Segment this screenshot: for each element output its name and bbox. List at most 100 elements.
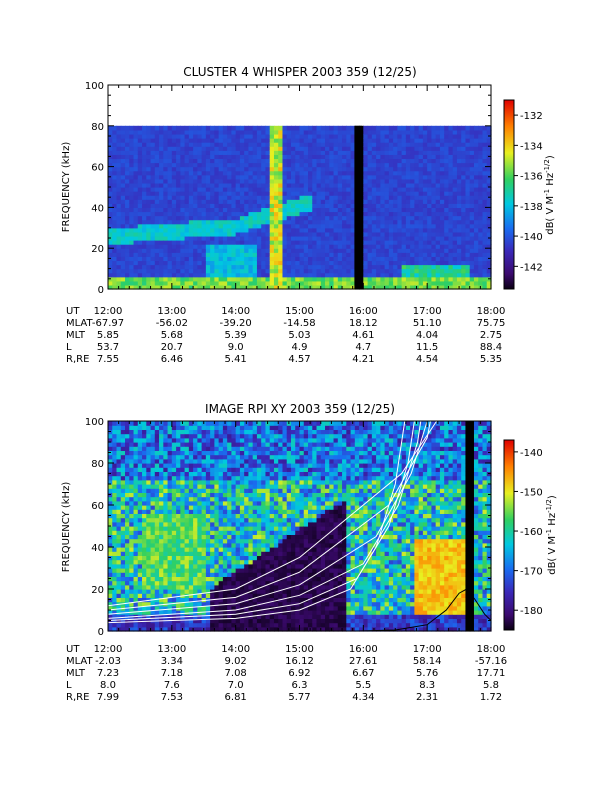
spectrogram-cell bbox=[278, 235, 284, 241]
spectrogram-cell bbox=[282, 252, 288, 257]
spectrogram-cell bbox=[252, 174, 258, 180]
spectrogram-cell bbox=[308, 227, 313, 233]
spectrogram-cell bbox=[405, 256, 411, 262]
spectrogram-cell bbox=[444, 256, 450, 262]
spectrogram-cell bbox=[197, 195, 203, 200]
spectrogram-cell bbox=[235, 170, 241, 176]
spectrogram-cell bbox=[367, 195, 373, 200]
spectrogram-cell bbox=[290, 235, 296, 241]
spectrogram-cell bbox=[176, 450, 181, 456]
spectrogram-cell bbox=[278, 174, 284, 180]
spectrogram-cell bbox=[201, 526, 207, 531]
spectrogram-cell bbox=[197, 166, 203, 172]
spectrogram-cell bbox=[273, 138, 279, 143]
spectrogram-cell bbox=[167, 235, 173, 241]
spectrogram-cell bbox=[427, 187, 433, 192]
spectrogram-cell bbox=[159, 256, 164, 262]
spectrogram-cell bbox=[120, 618, 126, 624]
spectrogram-cell bbox=[346, 284, 352, 290]
spectrogram-cell bbox=[129, 576, 135, 582]
spectrogram-cell bbox=[482, 276, 488, 282]
spectrogram-cell bbox=[176, 178, 181, 184]
spectrogram-cell bbox=[205, 610, 211, 615]
spectrogram-cell bbox=[146, 572, 152, 577]
spectrogram-cell bbox=[337, 166, 343, 172]
spectrogram-cell bbox=[244, 146, 250, 151]
spectrogram-cell bbox=[410, 223, 415, 229]
spectrogram-cell bbox=[188, 521, 194, 527]
spectrogram-cell bbox=[439, 166, 445, 172]
spectrogram-cell bbox=[342, 264, 347, 270]
spectrogram-cell bbox=[410, 182, 415, 188]
spectrogram-cell bbox=[469, 199, 475, 204]
spectrogram-cell bbox=[473, 174, 479, 180]
spectrogram-cell bbox=[163, 129, 169, 135]
spectrogram-cell bbox=[154, 138, 160, 143]
spectrogram-cell bbox=[205, 219, 211, 225]
spectrogram-cell bbox=[197, 593, 203, 598]
spectrogram-cell bbox=[376, 207, 381, 213]
spectrogram-cell bbox=[214, 231, 220, 237]
spectrogram-cell bbox=[422, 272, 428, 278]
spectrogram-cell bbox=[473, 187, 479, 192]
spectrogram-cell bbox=[350, 170, 356, 176]
spectrogram-cell bbox=[278, 244, 284, 249]
spectrogram-cell bbox=[235, 280, 241, 286]
spectrogram-cell bbox=[184, 264, 190, 270]
spectrogram-cell bbox=[452, 203, 458, 208]
spectrogram-cell bbox=[376, 133, 381, 139]
spectrogram-cell bbox=[129, 580, 135, 586]
spectrogram-cell bbox=[461, 191, 467, 196]
spectrogram-cell bbox=[108, 170, 113, 176]
spectrogram-cell bbox=[197, 526, 203, 531]
spectrogram-cell bbox=[159, 517, 164, 523]
spectrogram-cell bbox=[265, 280, 271, 286]
spectrogram-cell bbox=[333, 142, 339, 147]
spectrogram-cell bbox=[316, 256, 322, 262]
spectrogram-cell bbox=[342, 203, 347, 208]
spectrogram-cell bbox=[184, 223, 190, 229]
spectrogram-cell bbox=[188, 182, 194, 188]
spectrogram-cell bbox=[320, 182, 326, 188]
spectrogram-cell bbox=[290, 178, 296, 184]
spectrogram-cell bbox=[137, 187, 143, 192]
spectrogram-cell bbox=[456, 178, 462, 184]
spectrogram-cell bbox=[444, 264, 450, 270]
spectrogram-cell bbox=[380, 191, 386, 196]
spectrogram-cell bbox=[473, 223, 479, 229]
spectrogram-cell bbox=[176, 526, 181, 531]
spectrogram-cell bbox=[410, 248, 415, 253]
spectrogram-cell bbox=[108, 547, 113, 552]
spectrogram-cell bbox=[290, 256, 296, 262]
spectrogram-cell bbox=[282, 199, 288, 204]
spectrogram-cell bbox=[210, 240, 215, 245]
spectrogram-cell bbox=[193, 195, 198, 200]
spectrogram-cell bbox=[133, 450, 139, 456]
spectrogram-cell bbox=[116, 580, 122, 586]
spectrogram-cell bbox=[329, 244, 335, 249]
spectrogram-cell bbox=[448, 125, 454, 131]
spectrogram-cell bbox=[180, 268, 186, 274]
spectrogram-cell bbox=[108, 158, 113, 164]
spectrogram-cell bbox=[342, 178, 347, 184]
spectrogram-cell bbox=[414, 182, 420, 188]
spectrogram-cell bbox=[120, 199, 126, 204]
spectrogram-cell bbox=[197, 563, 203, 569]
spectrogram-cell bbox=[431, 195, 437, 200]
spectrogram-cell bbox=[108, 622, 113, 628]
spectrogram-cell bbox=[371, 268, 377, 274]
spectrogram-cell bbox=[405, 162, 411, 168]
spectrogram-cell bbox=[273, 284, 279, 290]
spectrogram-cell bbox=[422, 191, 428, 196]
spectrogram-cell bbox=[150, 622, 156, 628]
spectrogram-cell bbox=[142, 530, 147, 535]
spectrogram-cell bbox=[146, 244, 152, 249]
spectrogram-cell bbox=[129, 597, 135, 603]
spectrogram-cell bbox=[422, 178, 428, 184]
spectrogram-cell bbox=[239, 244, 245, 249]
spectrogram-cell bbox=[167, 496, 173, 502]
spectrogram-cell bbox=[456, 272, 462, 278]
spectrogram-cell bbox=[439, 178, 445, 184]
spectrogram-cell bbox=[350, 260, 356, 266]
spectrogram-cell bbox=[346, 264, 352, 270]
